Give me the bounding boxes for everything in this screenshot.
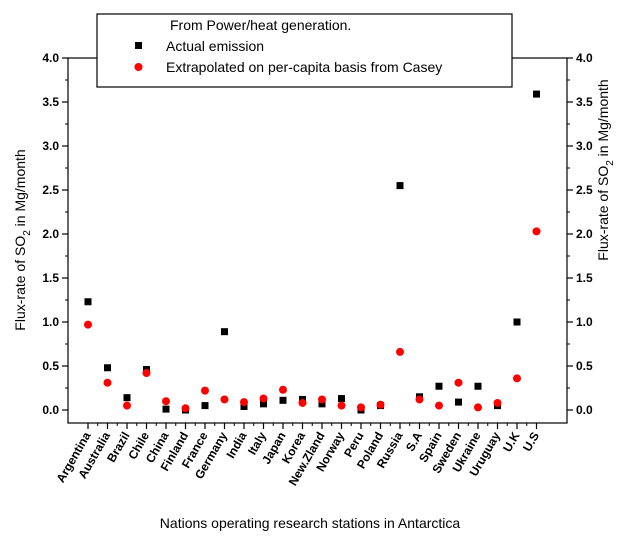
y-tick-label-right: 4.0 xyxy=(576,51,593,65)
y-tick-label-right: 2.5 xyxy=(576,183,593,197)
point-actual-emission xyxy=(396,182,404,190)
y-tick-label-left: 0.5 xyxy=(42,359,59,373)
legend-box xyxy=(96,13,513,88)
point-extrapolated xyxy=(415,395,424,404)
legend-label-actual: Actual emission xyxy=(166,38,264,54)
legend-marker-actual xyxy=(135,42,142,49)
point-actual-emission xyxy=(221,328,228,336)
legend-marker-extrapolated xyxy=(134,63,143,71)
y-tick-label-right: 1.0 xyxy=(576,315,593,329)
point-extrapolated xyxy=(435,401,443,410)
point-actual-emission xyxy=(474,382,482,390)
y-tick-label-left: 3.0 xyxy=(42,139,59,153)
point-extrapolated xyxy=(181,404,190,413)
y-tick-label-right: 1.5 xyxy=(576,271,593,285)
y-tick-label-left: 1.0 xyxy=(42,315,59,329)
point-extrapolated xyxy=(396,347,404,356)
y-axis-title-right: Flux-rate of SO2 in Mg/month xyxy=(595,79,616,260)
point-extrapolated xyxy=(298,398,307,407)
point-extrapolated xyxy=(318,395,326,404)
point-extrapolated xyxy=(201,386,209,395)
point-extrapolated xyxy=(454,378,463,387)
left-y-axis: 0.0 0.5 1.0 1.5 2.0 2.5 3.0 3.5 4.0 xyxy=(42,51,68,417)
point-actual-emission xyxy=(162,405,170,413)
point-actual-emission xyxy=(435,382,443,390)
point-actual-emission xyxy=(201,402,209,410)
point-extrapolated xyxy=(279,385,287,394)
point-actual-emission xyxy=(240,402,248,410)
point-actual-emission xyxy=(533,90,540,98)
y-tick-label-left: 1.5 xyxy=(42,271,59,285)
point-extrapolated xyxy=(123,401,131,410)
y-tick-label-left: 2.5 xyxy=(42,183,59,197)
legend: From Power/heat generation. Actual emiss… xyxy=(96,13,513,88)
point-actual-emission xyxy=(260,400,267,408)
point-extrapolated xyxy=(220,395,229,404)
point-extrapolated xyxy=(103,378,112,387)
point-extrapolated xyxy=(259,394,268,403)
point-actual-emission xyxy=(279,396,287,404)
point-extrapolated xyxy=(240,398,248,407)
y-tick-label-left: 3.5 xyxy=(42,95,59,109)
point-extrapolated xyxy=(513,374,521,383)
y-tick-label-right: 0.5 xyxy=(576,359,593,373)
y-tick-label-right: 0.0 xyxy=(576,403,593,417)
right-y-axis: 0.0 0.5 1.0 1.5 2.0 2.5 3.0 3.5 4.0 xyxy=(567,51,593,417)
y-tick-label-right: 2.0 xyxy=(576,227,593,241)
point-actual-emission xyxy=(513,318,521,326)
y-tick-label-left: 0.0 xyxy=(42,403,59,417)
plot-frame xyxy=(67,57,568,424)
x-tick-label: U.K xyxy=(500,429,523,454)
point-extrapolated xyxy=(474,403,482,412)
point-actual-emission xyxy=(123,394,131,402)
point-extrapolated xyxy=(357,403,365,412)
point-actual-emission xyxy=(455,398,462,406)
x-tick-label: U.S xyxy=(520,430,542,454)
point-extrapolated xyxy=(493,398,502,407)
point-extrapolated xyxy=(162,397,170,406)
x-tick-label: India xyxy=(223,429,249,461)
y-axis-title-left: Flux-rate of SO2 in Mg/month xyxy=(12,149,33,330)
point-actual-emission xyxy=(318,400,326,408)
y-tick-label-right: 3.0 xyxy=(576,139,593,153)
y-tick-label-left: 2.0 xyxy=(42,227,59,241)
legend-title: From Power/heat generation. xyxy=(170,17,351,33)
point-extrapolated xyxy=(532,227,541,236)
point-actual-emission xyxy=(338,395,345,403)
point-extrapolated xyxy=(84,320,92,329)
data-points xyxy=(84,90,541,414)
point-actual-emission xyxy=(84,298,92,306)
point-extrapolated xyxy=(376,400,385,409)
point-extrapolated xyxy=(142,369,151,378)
point-actual-emission xyxy=(104,364,111,372)
point-extrapolated xyxy=(337,401,346,410)
legend-label-extrapolated: Extrapolated on per-capita basis from Ca… xyxy=(166,59,442,75)
y-tick-label-right: 3.5 xyxy=(576,95,593,109)
y-tick-label-left: 4.0 xyxy=(42,51,59,65)
x-axis-title: Nations operating research stations in A… xyxy=(160,515,461,531)
x-axis: ArgentinaAustraliaBrazilChileChinaFinlan… xyxy=(53,423,542,488)
